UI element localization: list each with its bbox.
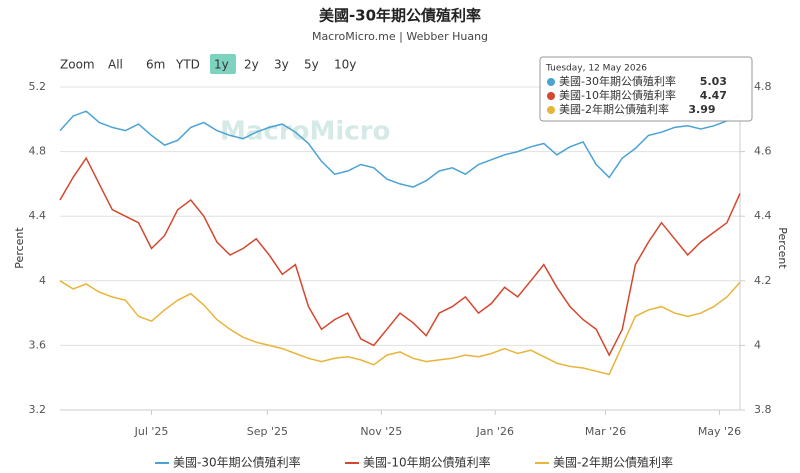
tooltip-value: 4.47 <box>700 89 727 102</box>
y2-tick-label: 4.4 <box>754 209 772 222</box>
tooltip-value: 3.99 <box>688 103 715 116</box>
x-tick-label: Mar '26 <box>585 425 626 438</box>
tooltip-dot <box>547 78 555 86</box>
series-line <box>59 280 741 376</box>
chart-subtitle: MacroMicro.me | Webber Huang <box>312 30 488 43</box>
tooltip-date: Tuesday, 12 May 2026 <box>545 64 647 74</box>
y-tick-label: 3.6 <box>29 338 47 351</box>
y-tick-label: 5.2 <box>29 80 47 93</box>
x-tick-label: Jan '26 <box>476 425 514 438</box>
tooltip-dot <box>547 106 555 114</box>
watermark: MacroMicro <box>220 117 390 147</box>
tooltip-name: 美國-30年期公債殖利率 <box>559 74 676 88</box>
range-button[interactable]: All <box>108 58 123 72</box>
x-tick-label: May '26 <box>698 425 741 438</box>
series-line <box>59 156 741 357</box>
y2-axis-title: Percent <box>776 227 789 269</box>
series-line <box>59 110 741 188</box>
y2-tick-label: 4.8 <box>754 80 772 93</box>
x-tick-label: Jul '25 <box>134 425 169 438</box>
range-button-selected[interactable] <box>210 54 236 74</box>
y2-tick-label: 4 <box>754 338 761 351</box>
tooltip-name: 美國-10年期公債殖利率 <box>559 88 676 102</box>
y-axis-title: Percent <box>13 227 26 269</box>
y2-tick-label: 3.8 <box>754 403 772 416</box>
range-button[interactable]: 3y <box>274 58 289 72</box>
chart-title: 美國-30年期公債殖利率 <box>319 7 481 25</box>
tooltip-box <box>539 56 753 122</box>
range-button[interactable]: 10y <box>334 58 356 72</box>
range-button[interactable]: 6m <box>146 58 165 72</box>
range-button[interactable]: 5y <box>304 58 319 72</box>
y2-tick-label: 4.6 <box>754 145 772 158</box>
legend-label[interactable]: 美國-10年期公債殖利率 <box>363 455 491 470</box>
y-tick-label: 4.4 <box>29 209 47 222</box>
range-button: Zoom <box>60 58 95 72</box>
y-tick-label: 4 <box>39 274 46 287</box>
tooltip-value: 5.03 <box>700 75 727 88</box>
y-tick-label: 3.2 <box>29 403 47 416</box>
y2-tick-label: 4.2 <box>754 274 772 287</box>
legend-label[interactable]: 美國-30年期公債殖利率 <box>173 455 301 470</box>
tooltip-dot <box>547 92 555 100</box>
tooltip-name: 美國-2年期公債殖利率 <box>559 102 669 116</box>
legend-label[interactable]: 美國-2年期公債殖利率 <box>553 455 673 470</box>
y-tick-label: 4.8 <box>29 145 47 158</box>
x-tick-label: Nov '25 <box>360 425 402 438</box>
range-button[interactable]: 2y <box>244 58 259 72</box>
range-button[interactable]: 1y <box>214 58 229 72</box>
range-button[interactable]: YTD <box>175 58 200 72</box>
x-tick-label: Sep '25 <box>247 425 288 438</box>
